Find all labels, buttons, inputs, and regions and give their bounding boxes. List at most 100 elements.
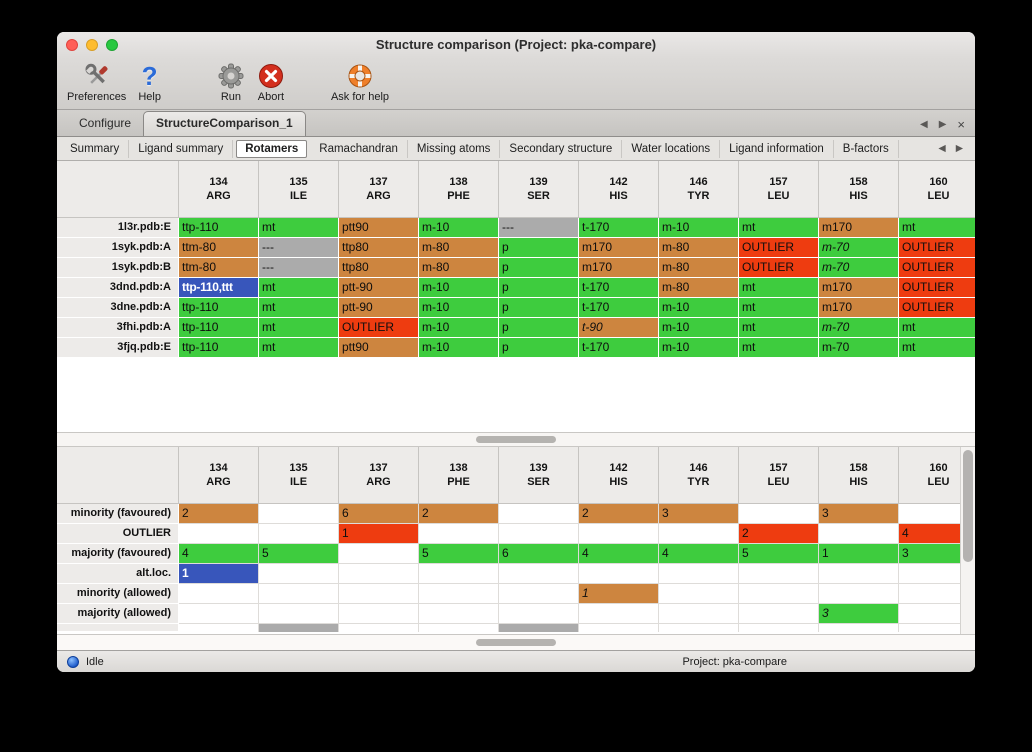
- subtab-water-locations[interactable]: Water locations: [622, 139, 721, 158]
- structures-cell-1syk-pdb-b-135[interactable]: ---: [259, 258, 339, 278]
- structures-cell-3dnd-pdb-a-160[interactable]: OUTLIER: [899, 278, 975, 298]
- summary-column-header-158[interactable]: 158 HIS: [819, 447, 899, 503]
- tab-nav-next-button[interactable]: ▶: [938, 119, 947, 130]
- structures-cell-3dne-pdb-a-142[interactable]: t-170: [579, 298, 659, 318]
- summary-cell-minority-allowed-160[interactable]: [899, 584, 975, 604]
- summary-cell-majority-allowed-160[interactable]: [899, 604, 975, 624]
- structures-cell-1syk-pdb-a-142[interactable]: m170: [579, 238, 659, 258]
- structures-cell-1syk-pdb-a-158[interactable]: m-70: [819, 238, 899, 258]
- structures-cell-1syk-pdb-a-138[interactable]: m-80: [419, 238, 499, 258]
- summary-column-header-138[interactable]: 138 PHE: [419, 447, 499, 503]
- subtab-nav-next-button[interactable]: ▶: [955, 143, 963, 154]
- summary-cell-majority-allowed-158[interactable]: 3: [819, 604, 899, 624]
- structures-cell-3fjq-pdb-e-139[interactable]: p: [499, 338, 579, 358]
- summary-column-header-157[interactable]: 157 LEU: [739, 447, 819, 503]
- summary-column-header-142[interactable]: 142 HIS: [579, 447, 659, 503]
- structures-cell-3dne-pdb-a-135[interactable]: mt: [259, 298, 339, 318]
- summary-cell-outlier-160[interactable]: 4: [899, 524, 975, 544]
- structures-cell-3fhi-pdb-a-135[interactable]: mt: [259, 318, 339, 338]
- structures-cell-1syk-pdb-b-158[interactable]: m-70: [819, 258, 899, 278]
- summary-cell-alt-loc-138[interactable]: [419, 564, 499, 584]
- minimize-window-button[interactable]: [86, 38, 98, 51]
- splitter[interactable]: [57, 432, 975, 447]
- structures-cell-3fhi-pdb-a-160[interactable]: mt: [899, 318, 975, 338]
- structures-cell-1l3r-pdb-e-137[interactable]: ptt90: [339, 218, 419, 238]
- vertical-scrollbar-thumb[interactable]: [963, 450, 973, 562]
- summary-cell-minority-favoured-160[interactable]: [899, 504, 975, 524]
- summary-cell-alt-loc-157[interactable]: [739, 564, 819, 584]
- structures-cell-3dnd-pdb-a-138[interactable]: m-10: [419, 278, 499, 298]
- abort-button[interactable]: Abort: [257, 61, 285, 103]
- structures-cell-3fjq-pdb-e-160[interactable]: mt: [899, 338, 975, 358]
- subtab-ligand-summary[interactable]: Ligand summary: [129, 139, 234, 158]
- summary-cell-majority-allowed-134[interactable]: [179, 604, 259, 624]
- summary-cell-minority-favoured-146[interactable]: 3: [659, 504, 739, 524]
- summary-cell-minority-favoured-158[interactable]: 3: [819, 504, 899, 524]
- summary-cell-majority-allowed-139[interactable]: [499, 604, 579, 624]
- structures-cell-1l3r-pdb-e-142[interactable]: t-170: [579, 218, 659, 238]
- summary-cell-majority-favoured-157[interactable]: 5: [739, 544, 819, 564]
- structures-cell-3dne-pdb-a-158[interactable]: m170: [819, 298, 899, 318]
- subtab-summary[interactable]: Summary: [61, 139, 130, 158]
- structures-cell-3dne-pdb-a-157[interactable]: mt: [739, 298, 819, 318]
- vertical-scrollbar[interactable]: [960, 447, 975, 634]
- summary-cell-outlier-157[interactable]: 2: [739, 524, 819, 544]
- summary-cell-alt-loc-158[interactable]: [819, 564, 899, 584]
- structures-row-label-1syk-pdb-b[interactable]: 1syk.pdb:B: [57, 258, 179, 278]
- help-button[interactable]: ? Help: [138, 61, 161, 103]
- summary-cell-majority-favoured-139[interactable]: 6: [499, 544, 579, 564]
- summary-cell-minority-allowed-158[interactable]: [819, 584, 899, 604]
- structures-cell-3dnd-pdb-a-158[interactable]: m170: [819, 278, 899, 298]
- structures-cell-3dne-pdb-a-138[interactable]: m-10: [419, 298, 499, 318]
- subtab-secondary-structure[interactable]: Secondary structure: [500, 139, 623, 158]
- structures-cell-3dnd-pdb-a-146[interactable]: m-80: [659, 278, 739, 298]
- structures-cell-3fjq-pdb-e-157[interactable]: mt: [739, 338, 819, 358]
- summary-cell-minority-allowed-139[interactable]: [499, 584, 579, 604]
- summary-cell-minority-allowed-138[interactable]: [419, 584, 499, 604]
- structures-cell-1syk-pdb-a-134[interactable]: ttm-80: [179, 238, 259, 258]
- summary-cell-minority-favoured-142[interactable]: 2: [579, 504, 659, 524]
- structures-cell-1l3r-pdb-e-160[interactable]: mt: [899, 218, 975, 238]
- structures-cell-3fjq-pdb-e-142[interactable]: t-170: [579, 338, 659, 358]
- summary-cell-outlier-135[interactable]: [259, 524, 339, 544]
- structures-cell-3dnd-pdb-a-139[interactable]: p: [499, 278, 579, 298]
- structures-cell-3fhi-pdb-a-146[interactable]: m-10: [659, 318, 739, 338]
- structures-column-header-160[interactable]: 160 LEU: [899, 161, 975, 217]
- structures-column-header-134[interactable]: 134 ARG: [179, 161, 259, 217]
- summary-cell-alt-loc-134[interactable]: 1: [179, 564, 259, 584]
- structures-cell-1syk-pdb-b-139[interactable]: p: [499, 258, 579, 278]
- horizontal-scrollbar[interactable]: [57, 634, 975, 650]
- structures-column-header-139[interactable]: 139 SER: [499, 161, 579, 217]
- summary-cell-minority-favoured-138[interactable]: 2: [419, 504, 499, 524]
- summary-cell-majority-allowed-138[interactable]: [419, 604, 499, 624]
- summary-cell-alt-loc-135[interactable]: [259, 564, 339, 584]
- structures-cell-1syk-pdb-b-160[interactable]: OUTLIER: [899, 258, 975, 278]
- summary-cell-alt-loc-146[interactable]: [659, 564, 739, 584]
- structures-cell-3dne-pdb-a-160[interactable]: OUTLIER: [899, 298, 975, 318]
- summary-cell-majority-favoured-138[interactable]: 5: [419, 544, 499, 564]
- summary-cell-majority-favoured-158[interactable]: 1: [819, 544, 899, 564]
- tab-nav-prev-button[interactable]: ◀: [920, 119, 928, 130]
- structures-cell-1l3r-pdb-e-134[interactable]: ttp-110: [179, 218, 259, 238]
- structures-column-header-146[interactable]: 146 TYR: [659, 161, 739, 217]
- structures-row-label-1l3r-pdb-e[interactable]: 1l3r.pdb:E: [57, 218, 179, 238]
- summary-column-header-139[interactable]: 139 SER: [499, 447, 579, 503]
- summary-cell-alt-loc-160[interactable]: [899, 564, 975, 584]
- summary-cell-alt-loc-142[interactable]: [579, 564, 659, 584]
- structures-cell-1syk-pdb-a-157[interactable]: OUTLIER: [739, 238, 819, 258]
- summary-cell-minority-favoured-137[interactable]: 6: [339, 504, 419, 524]
- summary-cell-outlier-134[interactable]: [179, 524, 259, 544]
- structures-cell-3fhi-pdb-a-139[interactable]: p: [499, 318, 579, 338]
- structures-cell-3dne-pdb-a-134[interactable]: ttp-110: [179, 298, 259, 318]
- summary-cell-majority-allowed-137[interactable]: [339, 604, 419, 624]
- summary-cell-minority-allowed-134[interactable]: [179, 584, 259, 604]
- structures-cell-3fjq-pdb-e-146[interactable]: m-10: [659, 338, 739, 358]
- summary-cell-outlier-158[interactable]: [819, 524, 899, 544]
- structures-column-header-158[interactable]: 158 HIS: [819, 161, 899, 217]
- subtab-missing-atoms[interactable]: Missing atoms: [408, 139, 501, 158]
- structures-cell-3fjq-pdb-e-137[interactable]: ptt90: [339, 338, 419, 358]
- summary-cell-alt-loc-137[interactable]: [339, 564, 419, 584]
- summary-cell-majority-favoured-135[interactable]: 5: [259, 544, 339, 564]
- summary-cell-outlier-138[interactable]: [419, 524, 499, 544]
- summary-cell-minority-allowed-135[interactable]: [259, 584, 339, 604]
